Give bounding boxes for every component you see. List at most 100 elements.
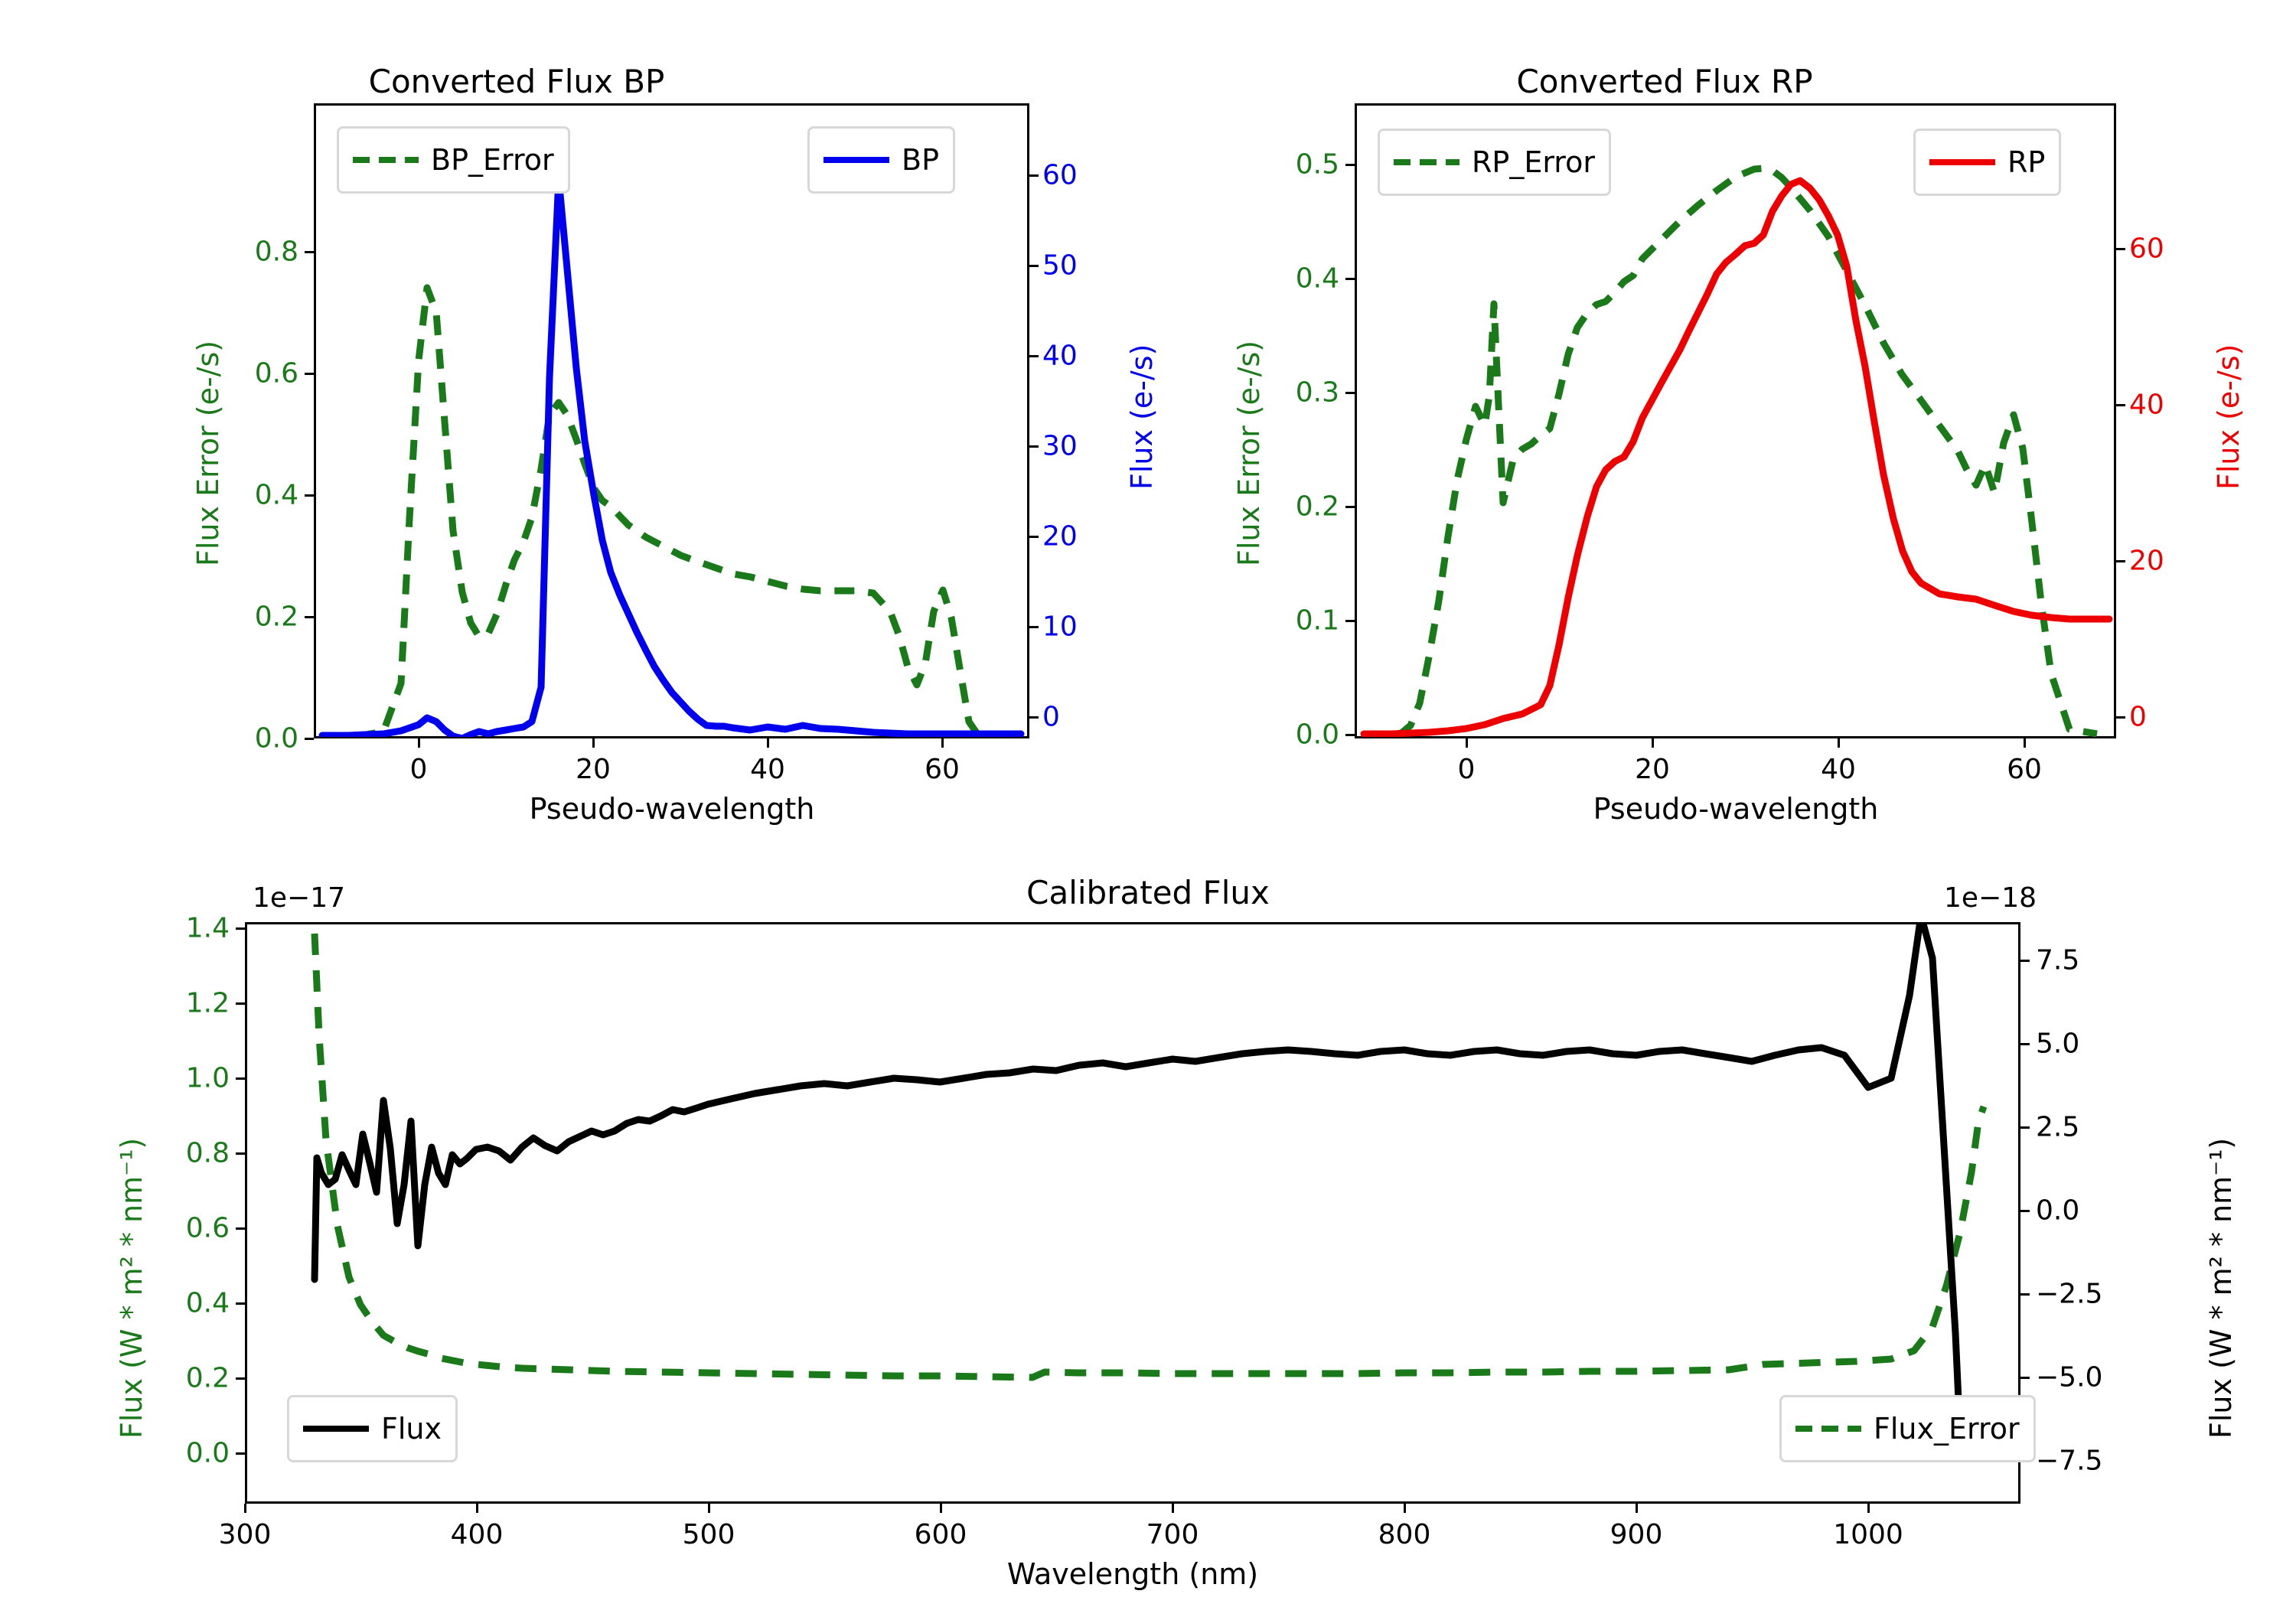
cal-ytick-left-5: 1.0 xyxy=(185,1062,230,1094)
rp-ytick-left-0: 0.0 xyxy=(1295,719,1339,751)
cal-xtickmark-4 xyxy=(1172,1504,1174,1513)
rp-panel-title: Converted Flux RP xyxy=(1516,63,1813,100)
bp-flux-curve xyxy=(318,174,1025,737)
bp-xtick-1: 20 xyxy=(576,754,611,785)
cal-xtickmark-3 xyxy=(940,1504,942,1513)
calibrated-legend-flux-error-label: Flux_Error xyxy=(1874,1412,2020,1446)
cal-ytick-right-6: 7.5 xyxy=(2036,944,2080,976)
rp-xtickmark-3 xyxy=(2024,738,2026,748)
rp-flux-curve xyxy=(1360,177,2113,737)
rp-axes-frame xyxy=(1355,103,2116,738)
cal-xtickmark-0 xyxy=(244,1504,246,1513)
bp-xtickmark-2 xyxy=(767,738,769,748)
rp-ytick-left-3: 0.3 xyxy=(1295,376,1339,409)
rp-legend-error-label: RP_Error xyxy=(1472,145,1595,179)
rp-ytickmark-2 xyxy=(1345,506,1355,508)
rp-ytickmark-r2 xyxy=(2116,404,2125,406)
bp-xtick-0: 0 xyxy=(409,754,428,785)
bp-xtickmark-1 xyxy=(592,738,595,748)
cal-xtick-3: 600 xyxy=(914,1519,967,1550)
bp-ytick-right-3: 30 xyxy=(1042,430,1078,462)
bp-ytickmark-r6 xyxy=(1029,174,1039,177)
rp-ytickmark-1 xyxy=(1345,620,1355,622)
cal-xtick-2: 500 xyxy=(682,1519,735,1550)
cal-xaxis-label: Wavelength (nm) xyxy=(1006,1557,1259,1591)
rp-ytick-left-1: 0.1 xyxy=(1295,605,1339,637)
panel-calibrated-flux: Calibrated Flux 1e−17 1e−18 0.0 0.2 0.4 … xyxy=(0,811,2296,1607)
panel-converted-flux-rp: Converted Flux RP 0.0 0.1 0.2 0.3 0.4 0.… xyxy=(1148,0,2296,826)
bp-ytick-right-6: 60 xyxy=(1042,159,1078,191)
cal-ytick-left-2: 0.4 xyxy=(185,1287,230,1319)
cal-ytickmark-2 xyxy=(236,1302,245,1305)
rp-legend-flux-label: RP xyxy=(2007,145,2046,179)
cal-ytick-right-1: −5.0 xyxy=(2036,1361,2103,1393)
cal-ytickmark-5 xyxy=(236,1077,245,1080)
bp-legend-flux[interactable]: BP xyxy=(807,126,955,194)
cal-xtickmark-7 xyxy=(1867,1504,1870,1513)
rp-xtickmark-0 xyxy=(1466,738,1468,748)
bp-legend-flux-label: BP xyxy=(902,143,939,177)
cal-ytickmark-r3 xyxy=(2020,1210,2030,1212)
rp-ytick-left-2: 0.2 xyxy=(1295,491,1339,523)
calibrated-flux-curve xyxy=(311,924,1964,1438)
rp-xtick-1: 20 xyxy=(1635,754,1670,785)
cal-xtick-7: 1000 xyxy=(1833,1519,1903,1550)
cal-ytick-left-7: 1.4 xyxy=(185,912,230,944)
panel-converted-flux-bp: Converted Flux BP 0.0 0.2 0.4 0.6 0.8 0 … xyxy=(0,0,1159,826)
cal-xtickmark-2 xyxy=(708,1504,710,1513)
bp-legend-error[interactable]: BP_Error xyxy=(337,126,570,194)
bp-ytick-left-4: 0.8 xyxy=(254,236,298,268)
bp-ytickmark-4 xyxy=(305,251,314,253)
bp-ytickmark-r1 xyxy=(1029,626,1039,628)
cal-ytickmark-r6 xyxy=(2020,960,2030,962)
cal-ytickmark-6 xyxy=(236,1002,245,1005)
calibrated-legend-flux[interactable]: Flux xyxy=(287,1395,458,1462)
cal-ytick-right-4: 2.5 xyxy=(2036,1111,2080,1143)
rp-legend-flux[interactable]: RP xyxy=(1913,129,2062,196)
calibrated-plot-curves xyxy=(311,924,1988,1438)
calibrated-legend-flux-error[interactable]: Flux_Error xyxy=(1779,1395,2036,1462)
rp-error-curve xyxy=(1364,165,2098,737)
rp-ytickmark-r3 xyxy=(2116,248,2125,250)
bp-ytickmark-3 xyxy=(305,373,314,375)
cal-xtickmark-5 xyxy=(1404,1504,1406,1513)
rp-ytickmark-r0 xyxy=(2116,716,2125,719)
bp-ytick-left-2: 0.4 xyxy=(254,479,298,511)
rp-ytickmark-5 xyxy=(1345,164,1355,166)
cal-xtickmark-6 xyxy=(1636,1504,1638,1513)
rp-xtickmark-1 xyxy=(1652,738,1654,748)
bp-axes-frame xyxy=(314,103,1029,738)
rp-ytickmark-r1 xyxy=(2116,560,2125,562)
calibrated-offset-right: 1e−18 xyxy=(1944,882,2037,914)
cal-xtick-6: 900 xyxy=(1609,1519,1663,1550)
bp-ytick-right-5: 50 xyxy=(1042,249,1078,282)
cal-ytickmark-3 xyxy=(236,1227,245,1230)
rp-ytick-right-2: 40 xyxy=(2129,389,2164,421)
rp-xtick-0: 0 xyxy=(1457,754,1476,785)
cal-ytick-left-3: 0.6 xyxy=(185,1212,230,1244)
bp-legend-error-label: BP_Error xyxy=(431,143,554,177)
cal-xtick-4: 700 xyxy=(1146,1519,1199,1550)
cal-ytick-right-5: 5.0 xyxy=(2036,1028,2080,1060)
bp-ytick-right-0: 0 xyxy=(1042,701,1060,733)
bp-ytick-right-2: 20 xyxy=(1042,520,1078,553)
cal-xtick-1: 400 xyxy=(450,1519,504,1550)
calibrated-offset-left: 1e−17 xyxy=(253,882,346,914)
bp-xaxis-label: Pseudo-wavelength xyxy=(529,792,815,826)
bp-ytickmark-r4 xyxy=(1029,355,1039,357)
cal-xtickmark-1 xyxy=(476,1504,478,1513)
bp-ytick-right-4: 40 xyxy=(1042,340,1078,372)
cal-ytick-left-0: 0.0 xyxy=(185,1437,230,1469)
bp-ytickmark-0 xyxy=(305,738,314,740)
rp-xaxis-label: Pseudo-wavelength xyxy=(1593,792,1879,826)
bp-ytickmark-r2 xyxy=(1029,536,1039,538)
rp-ytick-right-3: 60 xyxy=(2129,233,2164,265)
rp-ytick-right-1: 20 xyxy=(2129,545,2164,577)
cal-ytickmark-r1 xyxy=(2020,1377,2030,1379)
bp-ytick-left-0: 0.0 xyxy=(254,722,298,755)
bp-ytickmark-r3 xyxy=(1029,445,1039,448)
rp-legend-error[interactable]: RP_Error xyxy=(1378,129,1611,196)
rp-xtick-3: 60 xyxy=(2007,754,2042,785)
rp-ytick-left-5: 0.5 xyxy=(1295,148,1339,181)
